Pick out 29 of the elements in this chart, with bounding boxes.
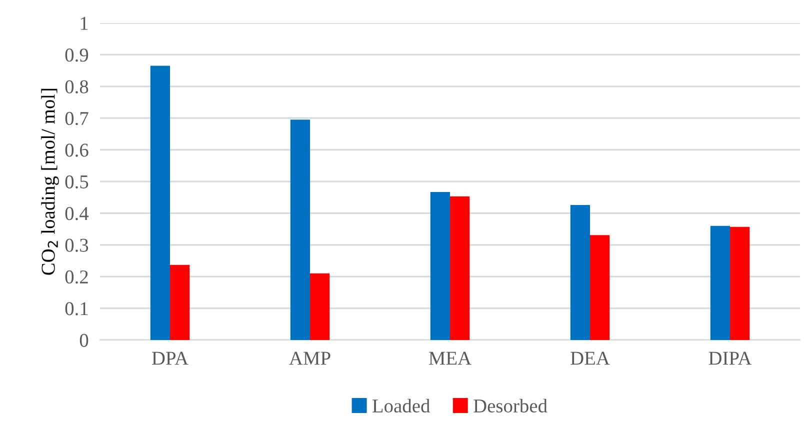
bar: [310, 273, 330, 340]
y-tick-label: 0.5: [65, 175, 88, 189]
bar: [590, 235, 610, 340]
y-tick-label: 1: [80, 16, 88, 30]
y-tick-label: 0.1: [65, 302, 88, 316]
bar: [450, 196, 470, 340]
x-tick-label: AMP: [289, 352, 330, 365]
y-tick-label: 0.6: [65, 144, 88, 157]
legend-label: Desorbed: [474, 398, 548, 413]
bar: [290, 120, 310, 340]
y-tick-label: 0: [80, 334, 88, 347]
y-tick-label: 0.8: [65, 80, 88, 94]
bar: [150, 66, 170, 340]
x-tick-label: DIPA: [708, 352, 752, 365]
x-tick-label: DPA: [152, 352, 188, 365]
y-tick-label: 0.2: [65, 270, 88, 284]
y-tick-label: 0.9: [65, 48, 88, 62]
x-tick-label: DEA: [570, 352, 610, 365]
x-tick-label: MEA: [428, 352, 472, 365]
y-axis-title: CO$_{2}$ loading [mol/ mol]: [41, 88, 59, 275]
bar: [170, 264, 190, 340]
y-tick-label: 0.7: [65, 112, 88, 126]
y-tick-label: 0.3: [65, 238, 88, 252]
bar: [570, 204, 590, 340]
bar: [430, 192, 450, 340]
legend-label: Loaded: [372, 398, 430, 413]
y-tick-label: 0.4: [65, 207, 89, 220]
bar: [710, 226, 730, 340]
bar: [730, 226, 750, 340]
